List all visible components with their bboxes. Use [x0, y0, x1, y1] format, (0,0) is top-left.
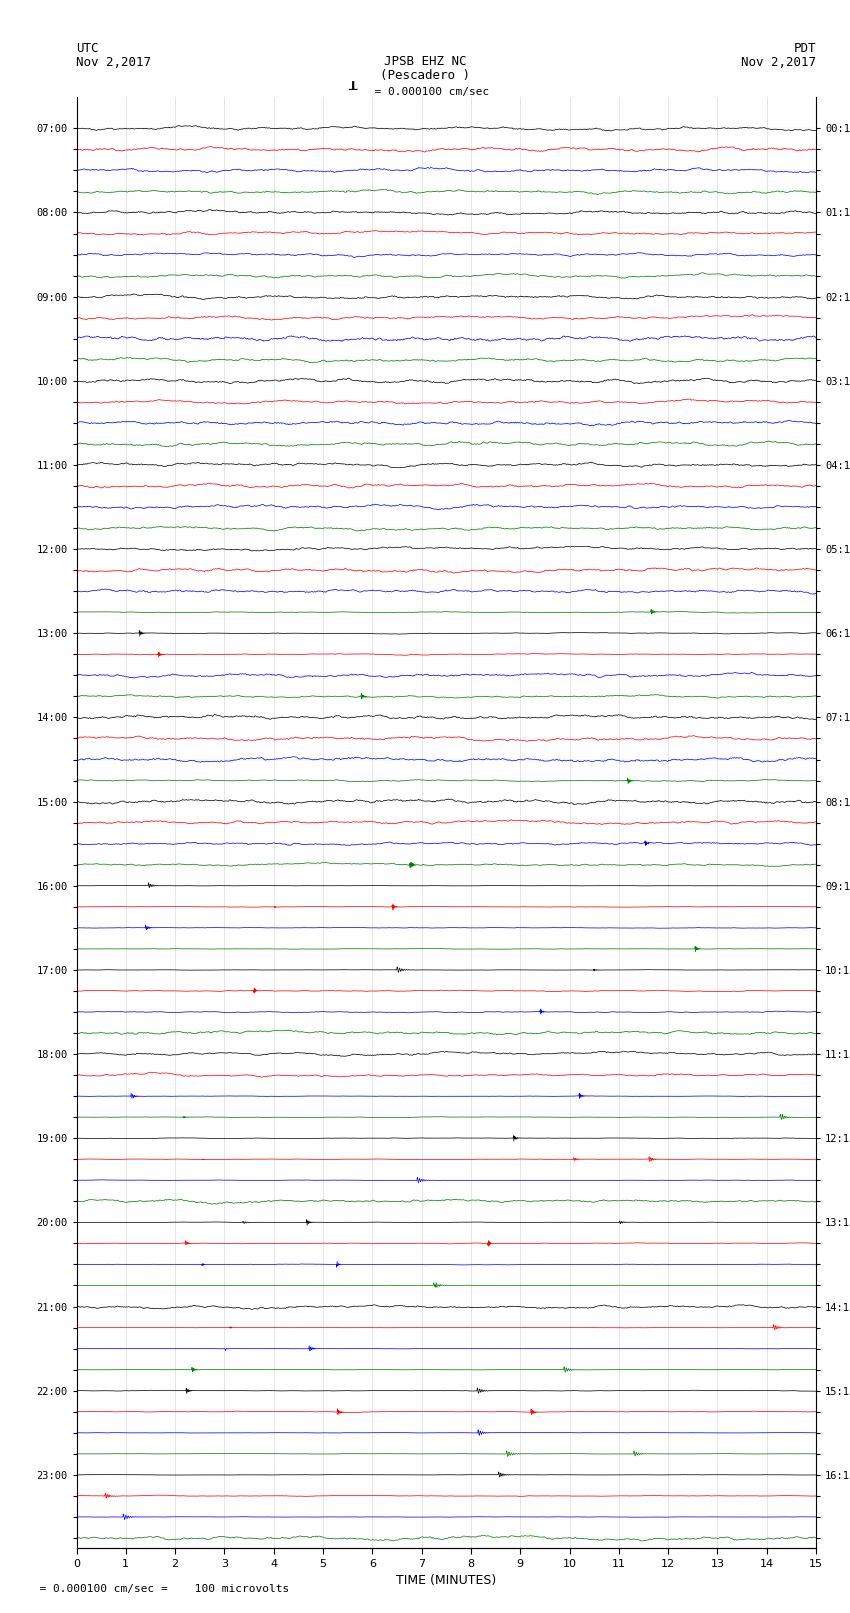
Text: = 0.000100 cm/sec: = 0.000100 cm/sec [361, 87, 489, 97]
Text: Nov 2,2017: Nov 2,2017 [76, 56, 151, 69]
Text: Nov 2,2017: Nov 2,2017 [741, 56, 816, 69]
Text: PDT: PDT [794, 42, 816, 55]
X-axis label: TIME (MINUTES): TIME (MINUTES) [396, 1574, 496, 1587]
Text: = 0.000100 cm/sec =    100 microvolts: = 0.000100 cm/sec = 100 microvolts [26, 1584, 289, 1594]
Text: UTC: UTC [76, 42, 99, 55]
Text: ┸: ┸ [348, 82, 357, 97]
Text: JPSB EHZ NC: JPSB EHZ NC [383, 55, 467, 68]
Text: (Pescadero ): (Pescadero ) [380, 69, 470, 82]
